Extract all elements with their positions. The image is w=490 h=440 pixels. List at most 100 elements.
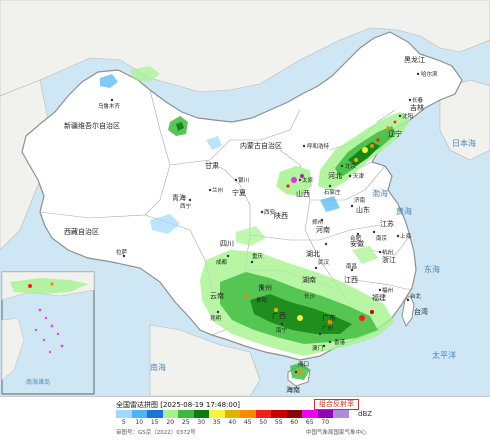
label-sea-of-japan: 日本海 bbox=[452, 138, 476, 148]
label-hongkong: 香港 bbox=[334, 338, 346, 346]
label-beijing: 北京 bbox=[345, 162, 357, 170]
label-taiyuan: 太原 bbox=[302, 176, 314, 184]
scale-step bbox=[333, 410, 349, 426]
label-lanzhou: 兰州 bbox=[212, 186, 223, 194]
scale-value: 55 bbox=[274, 419, 283, 426]
scale-swatch bbox=[193, 410, 209, 418]
scale-swatch bbox=[286, 410, 302, 418]
label-inner-mongolia: 内蒙古自治区 bbox=[240, 141, 282, 150]
product-badge[interactable]: 组合反射率 bbox=[314, 399, 359, 410]
label-tianjin: 天津 bbox=[353, 173, 365, 180]
label-shaanxi: 陕西 bbox=[274, 211, 288, 220]
scale-swatch bbox=[333, 410, 349, 418]
scale-swatch bbox=[147, 410, 163, 418]
taiwan-island bbox=[401, 295, 415, 328]
scale-value: 5 bbox=[121, 419, 126, 426]
scale-value: 50 bbox=[259, 419, 268, 426]
scale-step: 50 bbox=[255, 410, 271, 426]
label-xizang: 西藏自治区 bbox=[64, 227, 99, 236]
label-hubei: 湖北 bbox=[306, 249, 320, 258]
city-dots bbox=[110, 72, 420, 374]
scale-value: 45 bbox=[243, 419, 252, 426]
scale-swatch bbox=[162, 410, 178, 418]
scale-value: 30 bbox=[197, 419, 206, 426]
label-jinan: 济南 bbox=[354, 196, 366, 204]
label-shijiazhuang: 石家庄 bbox=[324, 188, 341, 196]
region-labels: 黑龙江 吉林 辽宁 内蒙古自治区 新疆维吾尔自治区 甘肃 宁夏 青海 西藏自治区… bbox=[64, 55, 428, 394]
label-east-sea: 东海 bbox=[424, 264, 440, 274]
legend-unit: dBZ bbox=[358, 410, 373, 418]
scale-swatch bbox=[116, 410, 132, 418]
scale-step: 25 bbox=[178, 410, 194, 426]
label-fujian: 福建 bbox=[372, 293, 386, 302]
label-zhejiang: 浙江 bbox=[382, 255, 396, 264]
south-sea-inset bbox=[1, 271, 95, 395]
scale-swatch bbox=[271, 410, 287, 418]
label-hainan: 海南 bbox=[286, 385, 300, 394]
scale-value: 60 bbox=[290, 419, 299, 426]
label-kunming: 昆明 bbox=[210, 315, 222, 322]
legend-title: 全国雷达拼图 [2025-08-19 17:48:00] bbox=[116, 401, 241, 409]
label-shanxi: 山西 bbox=[296, 189, 310, 198]
scale-step: 55 bbox=[271, 410, 287, 426]
label-wuhan: 武汉 bbox=[318, 258, 330, 266]
label-yellow-sea: 黄海 bbox=[396, 206, 412, 216]
label-shenyang: 沈阳 bbox=[402, 112, 413, 120]
label-south-sea: 南海 bbox=[150, 362, 166, 372]
scale-swatch bbox=[131, 410, 147, 418]
scale-step: 60 bbox=[286, 410, 302, 426]
label-shanghai: 上海 bbox=[400, 232, 412, 240]
scale-step: 35 bbox=[209, 410, 225, 426]
scale-step: 65 bbox=[302, 410, 318, 426]
label-changsha: 长沙 bbox=[304, 292, 316, 300]
scale-value: 15 bbox=[150, 419, 159, 426]
scale-step: 10 bbox=[131, 410, 147, 426]
label-guizhou: 贵州 bbox=[258, 283, 272, 292]
radar-map[interactable]: 黑龙江 吉林 辽宁 内蒙古自治区 新疆维吾尔自治区 甘肃 宁夏 青海 西藏自治区… bbox=[0, 0, 490, 396]
sea-labels: 渤海 黄海 东海 太平洋 日本海 南海 南海诸岛 bbox=[26, 138, 476, 386]
label-inset-islands: 南海诸岛 bbox=[26, 378, 50, 386]
label-guangdong: 广东 bbox=[322, 313, 336, 322]
label-xian: 西安 bbox=[264, 208, 276, 216]
label-chengdu: 成都 bbox=[216, 258, 228, 266]
label-jiangxi: 江西 bbox=[344, 276, 358, 284]
scale-swatch bbox=[240, 410, 256, 418]
label-sichuan: 四川 bbox=[220, 240, 234, 248]
label-taipei: 台北 bbox=[410, 292, 422, 300]
label-gansu: 甘肃 bbox=[205, 161, 219, 170]
scale-step: 20 bbox=[162, 410, 178, 426]
scale-swatch bbox=[317, 410, 333, 418]
scale-step: 15 bbox=[147, 410, 163, 426]
china-map-svg: 黑龙江 吉林 辽宁 内蒙古自治区 新疆维吾尔自治区 甘肃 宁夏 青海 西藏自治区… bbox=[0, 0, 490, 396]
label-hefei: 合肥 bbox=[350, 234, 362, 242]
neighbor-land bbox=[0, 0, 490, 396]
label-henan: 河南 bbox=[316, 225, 330, 234]
label-shandong: 山东 bbox=[356, 205, 370, 214]
scale-step: 5 bbox=[116, 410, 132, 426]
label-jiangsu: 江苏 bbox=[380, 219, 394, 228]
label-guangxi: 广西 bbox=[272, 311, 286, 320]
label-chongqing: 重庆 bbox=[252, 252, 264, 260]
label-xinjiang: 新疆维吾尔自治区 bbox=[64, 121, 120, 130]
label-ningxia: 宁夏 bbox=[232, 188, 246, 197]
scale-step: 40 bbox=[224, 410, 240, 426]
label-pacific: 太平洋 bbox=[432, 350, 456, 360]
legend-panel: 全国雷达拼图 [2025-08-19 17:48:00] 组合反射率 5 10 15… bbox=[0, 396, 490, 440]
label-guangzhou: 广州 bbox=[322, 324, 333, 332]
scale-swatch bbox=[302, 410, 318, 418]
scale-value: 20 bbox=[166, 419, 175, 426]
label-harbin: 哈尔滨 bbox=[421, 70, 438, 78]
label-yunnan: 云南 bbox=[210, 291, 224, 300]
label-macau: 澳门 bbox=[312, 344, 323, 352]
label-nanchang: 南昌 bbox=[346, 262, 357, 270]
label-haikou: 海口 bbox=[298, 360, 309, 368]
label-fuzhou: 福州 bbox=[382, 286, 393, 294]
city-labels: 哈尔滨 长春 沈阳 呼和浩特 北京 天津 乌鲁木齐 兰州 西宁 银川 西安 太原… bbox=[98, 70, 438, 368]
label-hangzhou: 杭州 bbox=[382, 248, 393, 256]
scale-value: 25 bbox=[181, 419, 190, 426]
label-anhui: 安徽 bbox=[350, 239, 364, 248]
scale-swatch bbox=[255, 410, 271, 418]
scale-step: 45 bbox=[240, 410, 256, 426]
label-xining: 西宁 bbox=[180, 202, 192, 210]
label-urumqi: 乌鲁木齐 bbox=[98, 102, 121, 110]
